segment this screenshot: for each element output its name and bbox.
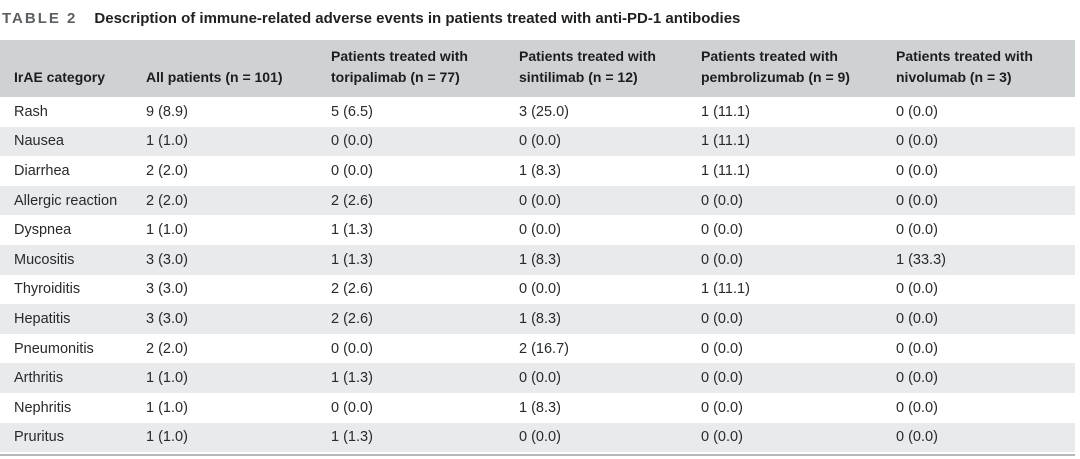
cell: 1 (11.1): [701, 162, 750, 179]
cell: 0 (0.0): [701, 222, 743, 239]
cell: 1 (8.3): [519, 251, 561, 268]
cell: 1 (1.3): [331, 251, 373, 268]
table-row: Thyroiditis 3 (3.0) 2 (2.6) 0 (0.0) 1 (11.1)…: [0, 274, 1075, 305]
cell: 1 (1.0): [146, 370, 188, 387]
cell: 0 (0.0): [896, 222, 938, 239]
cell: 0 (0.0): [519, 281, 561, 298]
row-category: Allergic reaction: [14, 192, 118, 209]
cell: 0 (0.0): [701, 429, 743, 446]
cell: 1 (1.3): [331, 370, 373, 387]
table-row: Mucositis 3 (3.0) 1 (1.3) 1 (8.3) 0 (0.0) 1 (…: [0, 244, 1075, 275]
cell: 1 (11.1): [701, 133, 750, 150]
table-row: Arthritis 1 (1.0) 1 (1.3) 0 (0.0) 0 (0.0) 0 (…: [0, 363, 1075, 393]
cell: 1 (1.0): [146, 133, 188, 150]
cell: 0 (0.0): [519, 429, 561, 446]
cell: 3 (3.0): [146, 251, 188, 268]
cell: 0 (0.0): [519, 222, 561, 239]
cell: 1 (8.3): [519, 399, 561, 416]
column-header-5: Patients treated with pembrolizumab (n =…: [701, 40, 896, 97]
table-header-row: IrAE category All patients (n = 101) Patie…: [0, 40, 1075, 97]
table-row: Dyspnea 1 (1.0) 1 (1.3) 0 (0.0) 0 (0.0) 0 (0.…: [0, 215, 1075, 245]
cell: 5 (6.5): [331, 103, 373, 120]
cell: 0 (0.0): [519, 133, 561, 150]
cell: 1 (11.1): [701, 103, 750, 120]
cell: 1 (8.3): [519, 162, 561, 179]
cell: 1 (33.3): [896, 251, 946, 268]
cell: 0 (0.0): [331, 133, 373, 150]
table-row: Nephritis 1 (1.0) 0 (0.0) 1 (8.3) 0 (0.0) 0 (…: [0, 392, 1075, 423]
table-row: Rash 9 (8.9) 5 (6.5) 3 (25.0) 1 (11.1) 0 (0.0…: [0, 97, 1075, 127]
row-category: Thyroiditis: [14, 281, 81, 298]
cell: 0 (0.0): [896, 399, 938, 416]
table-caption: Description of immune-related adverse ev…: [94, 10, 741, 27]
row-category: Pruritus: [14, 429, 64, 446]
row-category: Dyspnea: [14, 222, 72, 239]
cell: 0 (0.0): [896, 310, 938, 327]
row-category: Nephritis: [14, 399, 72, 416]
cell: 2 (2.6): [331, 192, 373, 209]
table-row: Pneumonitis 2 (2.0) 0 (0.0) 2 (16.7) 0 (0.0)…: [0, 333, 1075, 364]
cell: 9 (8.9): [146, 103, 188, 120]
row-category: Nausea: [14, 133, 64, 150]
table-bottom-rule: [0, 454, 1075, 457]
cell: 2 (2.6): [331, 310, 373, 327]
row-category: Diarrhea: [14, 162, 70, 179]
cell: 0 (0.0): [896, 429, 938, 446]
cell: 0 (0.0): [896, 370, 938, 387]
cell: 2 (2.0): [146, 162, 188, 179]
cell: 0 (0.0): [519, 370, 561, 387]
cell: 1 (1.0): [146, 399, 188, 416]
table-row: Allergic reaction 2 (2.0) 2 (2.6) 0 (0.0) 0 …: [0, 185, 1075, 216]
cell: 2 (16.7): [519, 340, 569, 357]
cell: 3 (25.0): [519, 103, 569, 120]
cell: 1 (1.0): [146, 429, 188, 446]
cell: 1 (8.3): [519, 310, 561, 327]
cell: 0 (0.0): [896, 103, 938, 120]
row-category: Pneumonitis: [14, 340, 94, 357]
column-header-4: Patients treated with sintilimab (n = 12…: [519, 40, 701, 97]
row-category: Hepatitis: [14, 310, 71, 327]
cell: 0 (0.0): [896, 162, 938, 179]
cell: 0 (0.0): [701, 370, 743, 387]
cell: 0 (0.0): [331, 340, 373, 357]
row-category: Arthritis: [14, 370, 64, 387]
cell: 0 (0.0): [701, 251, 743, 268]
table-row: Pruritus 1 (1.0) 1 (1.3) 0 (0.0) 0 (0.0) 0 (0…: [0, 422, 1075, 453]
cell: 3 (3.0): [146, 281, 188, 298]
table-row: Diarrhea 2 (2.0) 0 (0.0) 1 (8.3) 1 (11.1) 0 (…: [0, 156, 1075, 186]
cell: 0 (0.0): [701, 310, 743, 327]
column-header-1: IrAE category: [0, 40, 146, 97]
cell: 1 (1.3): [331, 429, 373, 446]
cell: 3 (3.0): [146, 310, 188, 327]
cell: 0 (0.0): [331, 399, 373, 416]
cell: 1 (1.0): [146, 222, 188, 239]
irae-table: IrAE category All patients (n = 101) Patie…: [0, 40, 1075, 453]
row-category: Rash: [14, 103, 48, 120]
cell: 0 (0.0): [701, 399, 743, 416]
table-number-label: TABLE 2: [2, 10, 78, 27]
cell: 2 (2.0): [146, 192, 188, 209]
cell: 0 (0.0): [701, 340, 743, 357]
table-caption-row: TABLE 2 Description of immune-related ad…: [0, 0, 1080, 40]
cell: 0 (0.0): [519, 192, 561, 209]
cell: 1 (1.3): [331, 222, 373, 239]
table-row: Nausea 1 (1.0) 0 (0.0) 0 (0.0) 1 (11.1) 0 (0.…: [0, 126, 1075, 157]
column-header-3: Patients treated with toripalimab (n = 7…: [331, 40, 519, 97]
row-category: Mucositis: [14, 251, 75, 268]
cell: 0 (0.0): [896, 340, 938, 357]
cell: 0 (0.0): [701, 192, 743, 209]
cell: 0 (0.0): [896, 281, 938, 298]
cell: 0 (0.0): [896, 133, 938, 150]
column-header-6: Patients treated with nivolumab (n = 3): [896, 40, 1075, 97]
table-row: Hepatitis 3 (3.0) 2 (2.6) 1 (8.3) 0 (0.0) 0 (…: [0, 304, 1075, 334]
cell: 2 (2.6): [331, 281, 373, 298]
cell: 1 (11.1): [701, 281, 750, 298]
cell: 2 (2.0): [146, 340, 188, 357]
cell: 0 (0.0): [896, 192, 938, 209]
column-header-2: All patients (n = 101): [146, 40, 331, 97]
cell: 0 (0.0): [331, 162, 373, 179]
